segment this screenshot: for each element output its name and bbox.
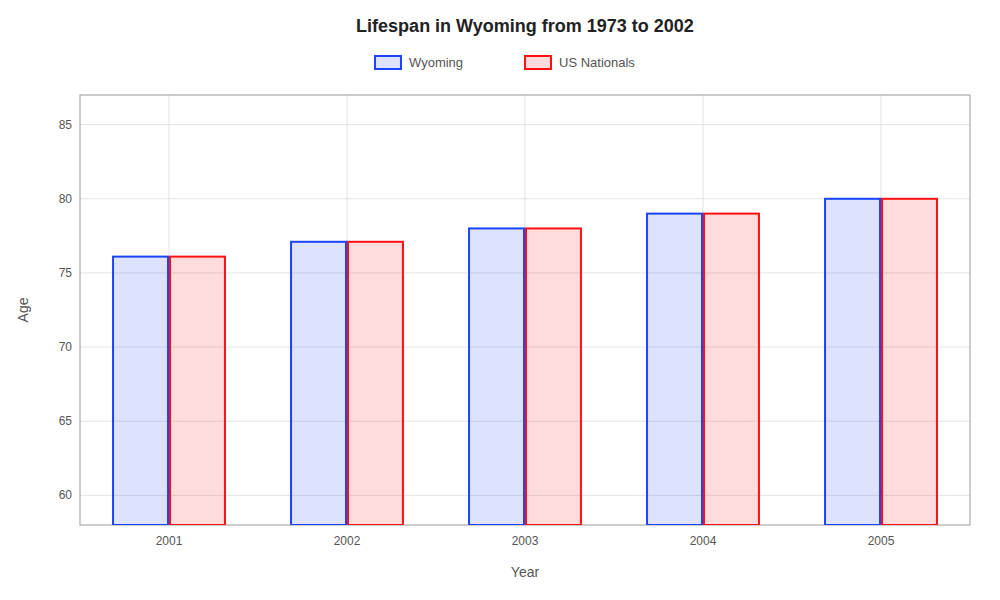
y-tick-label: 65 <box>59 414 73 428</box>
legend-swatch <box>525 56 551 69</box>
y-tick-label: 70 <box>59 340 73 354</box>
bar <box>882 199 937 525</box>
x-axis-label: Year <box>511 564 540 580</box>
grid <box>80 95 970 525</box>
title: Lifespan in Wyoming from 1973 to 2002 <box>356 16 694 36</box>
plot-frame <box>80 95 970 525</box>
bar <box>170 257 225 525</box>
legend-label: Wyoming <box>409 55 463 70</box>
legend-swatch <box>375 56 401 69</box>
bar <box>825 199 880 525</box>
bar <box>113 257 168 525</box>
x-tick-label: 2003 <box>512 534 539 548</box>
y-tick-label: 80 <box>59 192 73 206</box>
x-tick-label: 2002 <box>334 534 361 548</box>
bar <box>526 228 581 525</box>
y-tick-label: 85 <box>59 118 73 132</box>
x-tick-label: 2005 <box>868 534 895 548</box>
chart: 60 65 70 75 80 85 2001 2002 2003 2004 2005 Lifespan… <box>0 0 1000 600</box>
x-tick-label: 2004 <box>690 534 717 548</box>
y-tick-label: 60 <box>59 488 73 502</box>
legend: Wyoming US Nationals <box>375 55 635 70</box>
bar <box>348 242 403 525</box>
bar <box>647 214 702 525</box>
bar <box>291 242 346 525</box>
y-tick-label: 75 <box>59 266 73 280</box>
y-axis-label: Age <box>15 297 31 322</box>
bar <box>704 214 759 525</box>
bars <box>113 199 937 525</box>
x-tick-label: 2001 <box>156 534 183 548</box>
legend-label: US Nationals <box>559 55 635 70</box>
bar <box>469 228 524 525</box>
